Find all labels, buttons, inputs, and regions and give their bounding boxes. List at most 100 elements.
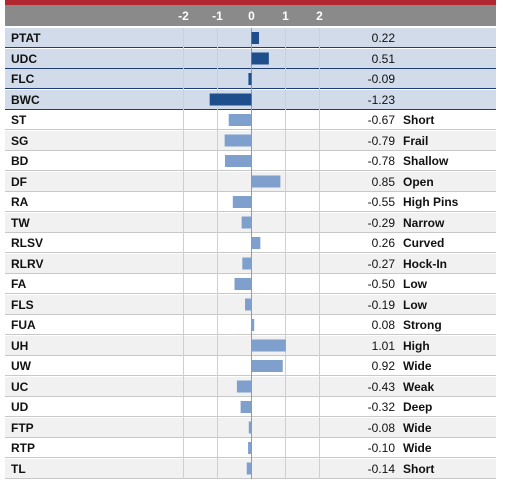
bar-ftp <box>248 421 252 434</box>
bar-tw <box>241 216 252 229</box>
bar-bwc <box>209 93 252 106</box>
trait-label: FLS <box>11 297 34 312</box>
axis-header: -2 -1 0 1 2 <box>5 5 496 26</box>
value-label: -0.10 <box>367 441 395 455</box>
value-label: -1.23 <box>367 92 395 107</box>
table-row: DF 0.85 Open <box>5 171 496 192</box>
table-row: ST -0.67 Short <box>5 110 496 130</box>
trait-label: UD <box>11 400 29 414</box>
descriptor-label: Hock-In <box>403 256 448 271</box>
table-row: RA -0.55 High Pins <box>5 192 496 212</box>
table-row: UH 1.01 High <box>5 335 496 356</box>
bar-rlsv <box>251 237 261 249</box>
bar-flc <box>248 73 252 85</box>
descriptor-label: Wide <box>403 441 432 455</box>
value-label: -0.19 <box>367 297 395 312</box>
x-tick-label: 0 <box>248 9 255 23</box>
trait-label: TL <box>11 461 26 476</box>
x-tick-label: 1 <box>282 9 289 23</box>
trait-label: FLC <box>11 72 35 86</box>
table-row: UD -0.32 Deep <box>5 397 496 417</box>
value-label: -0.67 <box>367 113 395 127</box>
descriptor-label: Open <box>403 174 434 189</box>
value-label: -0.50 <box>367 277 395 291</box>
trait-label: UDC <box>11 51 37 66</box>
descriptor-label: High Pins <box>403 195 459 209</box>
descriptor-label: Strong <box>403 318 442 332</box>
top-accent-bar <box>5 0 496 5</box>
bar-sg <box>224 134 252 147</box>
descriptor-label: Shallow <box>403 154 449 168</box>
bar-ra <box>232 196 252 208</box>
trait-label: UW <box>11 359 31 373</box>
table-row: RTP -0.10 Wide <box>5 438 496 458</box>
bar-rtp <box>248 442 252 454</box>
bar-fa <box>234 278 252 290</box>
descriptor-label: Curved <box>403 236 445 250</box>
bar-uw <box>251 360 283 372</box>
bar-ud <box>240 401 252 413</box>
table-row: RLSV 0.26 Curved <box>5 233 496 253</box>
trait-label: RLSV <box>11 236 44 250</box>
value-label: -0.27 <box>367 256 395 271</box>
descriptor-label: Wide <box>403 420 432 435</box>
descriptor-label: Short <box>403 113 435 127</box>
table-row: FA -0.50 Low <box>5 274 496 294</box>
bar-fls <box>245 298 252 311</box>
value-label: -0.55 <box>367 195 395 209</box>
value-label: -0.43 <box>367 379 395 394</box>
value-label: -0.78 <box>367 154 395 168</box>
value-label: -0.09 <box>367 72 395 86</box>
bar-uh <box>251 339 286 352</box>
bar-ptat <box>251 32 259 44</box>
trait-label: FA <box>11 277 27 291</box>
value-label: 0.51 <box>371 51 395 66</box>
trait-label: ST <box>11 113 27 127</box>
table-row: RLRV -0.27 Hock-In <box>5 253 496 274</box>
bar-uc <box>236 380 252 393</box>
bar-rlrv <box>242 257 252 270</box>
bar-df <box>251 175 281 188</box>
value-label: -0.29 <box>367 215 395 230</box>
value-label: 0.26 <box>371 236 395 250</box>
value-label: -0.14 <box>367 461 395 476</box>
trait-label: TW <box>11 215 30 230</box>
bar-udc <box>251 52 269 65</box>
trait-label: RTP <box>11 441 35 455</box>
descriptor-label: Low <box>403 277 427 291</box>
bar-fua <box>251 319 255 331</box>
trait-label: BWC <box>11 92 40 107</box>
descriptor-label: Low <box>403 297 427 312</box>
trait-label: FUA <box>11 318 36 332</box>
table-row: BD -0.78 Shallow <box>5 151 496 171</box>
trait-label: FTP <box>11 420 34 435</box>
trait-label: PTAT <box>11 31 41 45</box>
bar-bd <box>224 155 252 167</box>
descriptor-label: Wide <box>403 359 432 373</box>
trait-label: UH <box>11 338 29 353</box>
value-label: -0.08 <box>367 420 395 435</box>
trait-label: RA <box>11 195 29 209</box>
trait-label: UC <box>11 379 29 394</box>
x-tick-label: -1 <box>212 9 223 23</box>
descriptor-label: High <box>403 338 430 353</box>
trait-label: BD <box>11 154 29 168</box>
trait-label: SG <box>11 133 29 148</box>
descriptor-label: Short <box>403 461 435 476</box>
x-tick-label: -2 <box>178 9 189 23</box>
value-label: 0.85 <box>371 174 395 189</box>
value-label: 1.01 <box>371 338 395 353</box>
value-label: 0.08 <box>371 318 395 332</box>
table-row: UDC 0.51 <box>5 48 496 69</box>
bar-st <box>228 114 252 126</box>
descriptor-label: Narrow <box>403 215 445 230</box>
descriptor-label: Deep <box>403 400 433 414</box>
trait-label: RLRV <box>11 256 44 271</box>
table-row: PTAT 0.22 <box>5 28 496 48</box>
x-tick-label: 2 <box>316 9 323 23</box>
value-label: -0.32 <box>367 400 395 414</box>
bar-tl <box>246 462 252 475</box>
value-label: 0.22 <box>371 31 395 45</box>
trait-label: DF <box>11 174 27 189</box>
